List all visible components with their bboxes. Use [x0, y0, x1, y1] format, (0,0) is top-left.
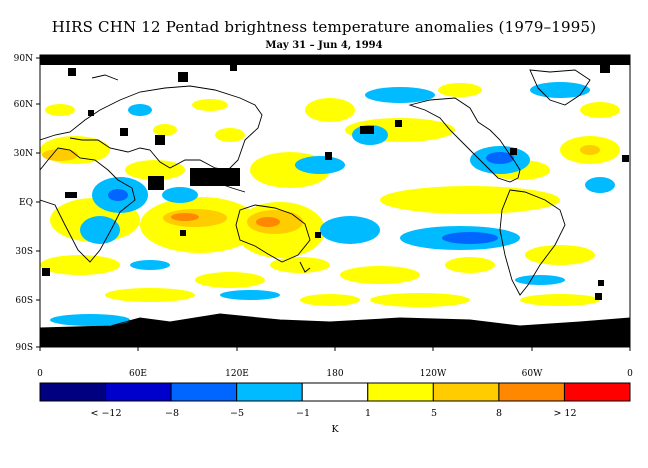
colorbar-swatch-3 — [236, 382, 303, 402]
anomaly-field — [40, 55, 630, 347]
lat-label-90n: 90N — [14, 54, 33, 64]
colorbar-swatch-1 — [105, 382, 172, 402]
lat-ticks — [36, 57, 40, 348]
lon-label-0-east: 0 — [627, 369, 633, 379]
colorbar-label-6: 8 — [496, 408, 502, 419]
cool-anomalies — [50, 82, 615, 326]
lon-ticks — [39, 347, 631, 351]
colorbar-swatch-6 — [432, 382, 500, 402]
colorbar-label-7: > 12 — [553, 408, 576, 419]
coastlines — [40, 69, 630, 329]
lat-label-90s: 90S — [15, 343, 33, 353]
lat-labels: 90N 60N 30N EQ 30S 60S 90S — [14, 54, 33, 353]
strong-warm-anomalies — [171, 213, 280, 227]
colorbar-swatch-7 — [498, 382, 565, 402]
colorbar — [39, 382, 631, 402]
colorbar-swatch-4 — [301, 382, 369, 402]
colorbar-swatch-0 — [39, 382, 107, 402]
colorbar-labels: < −12 −8 −5 −1 1 5 8 > 12 K — [90, 408, 576, 435]
colorbar-label-2: −5 — [230, 408, 244, 419]
colorbar-swatch-5 — [367, 382, 434, 402]
lat-label-30n: 30N — [14, 149, 33, 159]
map-title: HIRS CHN 12 Pentad brightness temperatur… — [51, 18, 597, 36]
colorbar-label-0: < −12 — [90, 408, 121, 419]
lon-label-120e: 120E — [225, 369, 249, 379]
missing-data-north — [40, 55, 630, 65]
colorbar-label-1: −8 — [165, 408, 179, 419]
lat-label-60n: 60N — [14, 100, 33, 110]
strong-cool-anomalies — [108, 152, 514, 244]
colorbar-label-4: 1 — [365, 408, 371, 419]
lon-label-0: 0 — [37, 369, 43, 379]
lat-label-60s: 60S — [15, 296, 33, 306]
missing-data-cells — [42, 64, 629, 300]
colorbar-unit: K — [331, 424, 339, 435]
lon-label-60e: 60E — [129, 369, 147, 379]
colorbar-swatch-8 — [563, 382, 631, 402]
lon-labels: 0 60E 120E 180 120W 60W 0 — [37, 369, 633, 379]
colorbar-label-5: 5 — [431, 408, 437, 419]
lon-label-60w: 60W — [522, 369, 543, 379]
map-subtitle: May 31 – Jun 4, 1994 — [265, 40, 383, 51]
lon-label-120w: 120W — [420, 369, 447, 379]
lon-label-180: 180 — [326, 369, 343, 379]
lat-label-eq: EQ — [19, 198, 33, 208]
colorbar-swatch-2 — [170, 382, 238, 402]
colorbar-label-3: −1 — [296, 408, 310, 419]
lat-label-30s: 30S — [15, 247, 33, 257]
